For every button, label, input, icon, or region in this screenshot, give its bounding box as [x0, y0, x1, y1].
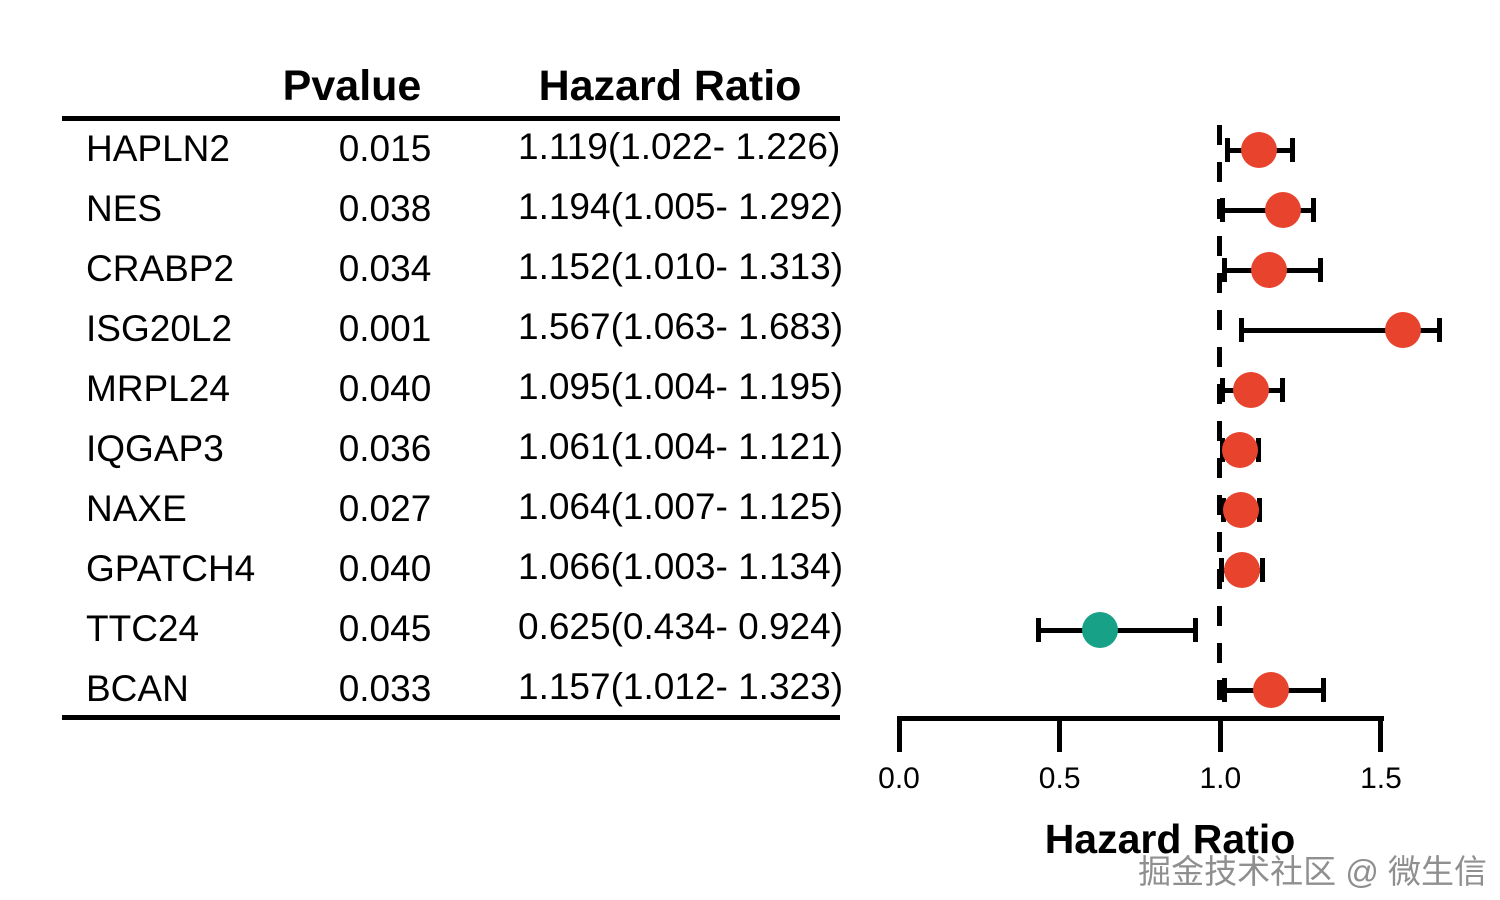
pvalue-value: 0.038 [338, 188, 432, 229]
pvalue-value: 0.034 [338, 248, 432, 289]
table-header-pvalue: Pvalue [282, 62, 422, 110]
pvalue-value: 0.045 [338, 608, 432, 649]
ci-cap-low [1219, 198, 1225, 222]
hazard-ratio-dot [1240, 132, 1277, 168]
reference-line [1217, 125, 1222, 716]
hazard-ratio-dot [1264, 192, 1301, 228]
hazard-ratio-dot [1221, 432, 1258, 468]
pvalue-value: 0.033 [338, 668, 432, 709]
ci-cap-high [1256, 438, 1262, 462]
x-axis-tick-label: 0.5 [1038, 762, 1081, 795]
hr-ci-value: 1.064(1.007- 1.125) [518, 486, 844, 527]
gene-label: HAPLN2 [86, 128, 230, 169]
ci-cap-high [1192, 618, 1198, 642]
table-header-hazard-ratio: Hazard Ratio [538, 62, 802, 110]
pvalue-value: 0.001 [338, 308, 432, 349]
pvalue-value: 0.040 [338, 548, 432, 589]
gene-label: ISG20L2 [86, 308, 233, 349]
gene-label: TTC24 [86, 608, 200, 649]
pvalue-value: 0.036 [338, 428, 432, 469]
table-top-rule [62, 116, 840, 121]
hr-ci-value: 1.066(1.003- 1.134) [518, 546, 844, 587]
gene-label: NES [86, 188, 163, 229]
ci-cap-low [1219, 558, 1225, 582]
hr-ci-value: 1.095(1.004- 1.195) [518, 366, 844, 407]
ci-cap-high [1289, 138, 1295, 162]
hr-ci-value: 1.157(1.012- 1.323) [518, 666, 844, 707]
ci-cap-low [1222, 678, 1228, 702]
gene-label: MRPL24 [86, 368, 230, 409]
ci-cap-low [1036, 618, 1042, 642]
ci-cap-low [1238, 318, 1244, 342]
x-axis-tick [1057, 716, 1063, 752]
x-axis-label: Hazard Ratio [1044, 816, 1296, 862]
pvalue-value: 0.015 [338, 128, 432, 169]
gene-label: IQGAP3 [86, 428, 224, 469]
hr-ci-value: 1.119(1.022- 1.226) [518, 126, 841, 167]
gene-label: GPATCH4 [86, 548, 256, 589]
gene-label: NAXE [86, 488, 187, 529]
ci-cap-low [1225, 138, 1231, 162]
gene-label: CRABP2 [86, 248, 235, 289]
ci-cap-low [1221, 258, 1227, 282]
pvalue-value: 0.027 [338, 488, 432, 529]
hazard-ratio-dot [1384, 312, 1421, 348]
x-axis-tick [1217, 716, 1223, 752]
x-axis-tick-label: 1.5 [1360, 762, 1402, 795]
hr-ci-value: 0.625(0.434- 0.924) [518, 606, 844, 647]
x-axis-tick-label: 1.0 [1199, 762, 1242, 795]
watermark: 掘金技术社区 @ 微生信 [1138, 853, 1487, 890]
ci-cap-high [1311, 198, 1317, 222]
gene-label: BCAN [86, 668, 189, 709]
hazard-ratio-dot [1081, 612, 1118, 648]
hazard-ratio-dot [1252, 672, 1289, 708]
ci-cap-high [1321, 678, 1327, 702]
ci-cap-high [1257, 498, 1263, 522]
hazard-ratio-dot [1223, 552, 1260, 588]
table-bottom-rule [62, 715, 840, 720]
hazard-ratio-dot [1232, 372, 1269, 408]
hr-ci-value: 1.152(1.010- 1.313) [518, 246, 844, 287]
ci-cap-high [1436, 318, 1442, 342]
x-axis-line [897, 716, 1384, 721]
hazard-ratio-dot [1251, 252, 1288, 288]
ci-cap-high [1317, 258, 1323, 282]
hr-ci-value: 1.567(1.063- 1.683) [518, 306, 844, 347]
ci-error-bar [1240, 328, 1440, 333]
ci-cap-low [1219, 378, 1225, 402]
hr-ci-value: 1.061(1.004- 1.121) [518, 426, 844, 467]
hr-ci-value: 1.194(1.005- 1.292) [518, 186, 844, 227]
x-axis-tick [1378, 716, 1384, 752]
x-axis-tick-label: 0.0 [878, 762, 920, 795]
hazard-ratio-dot [1222, 492, 1259, 528]
pvalue-value: 0.040 [338, 368, 432, 409]
ci-cap-high [1279, 378, 1285, 402]
ci-cap-high [1260, 558, 1266, 582]
x-axis-tick [896, 716, 902, 752]
